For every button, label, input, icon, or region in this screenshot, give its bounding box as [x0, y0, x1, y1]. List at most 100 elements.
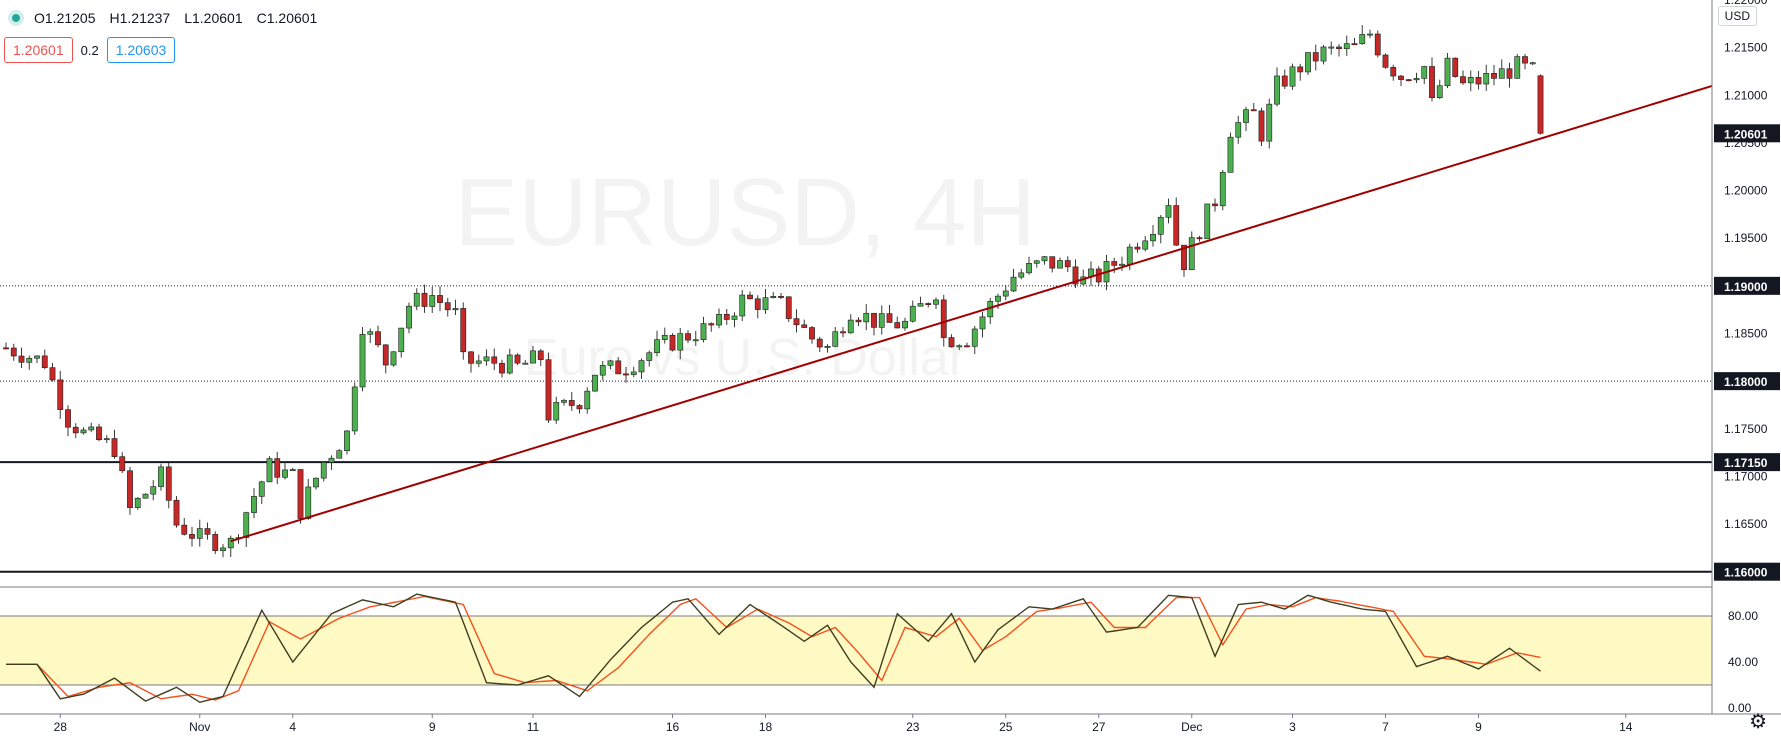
- candle-body[interactable]: [1212, 203, 1218, 207]
- candle-body[interactable]: [661, 334, 668, 340]
- candle-body[interactable]: [413, 292, 420, 307]
- candle-body[interactable]: [111, 438, 118, 457]
- candle-body[interactable]: [1041, 256, 1048, 262]
- sell-button[interactable]: 1.20601: [4, 37, 73, 63]
- candle-body[interactable]: [344, 430, 350, 451]
- candle-body[interactable]: [1529, 62, 1536, 65]
- candle-body[interactable]: [1367, 33, 1373, 36]
- candle-body[interactable]: [530, 350, 536, 364]
- candle-body[interactable]: [1289, 66, 1296, 87]
- candle-body[interactable]: [34, 355, 40, 359]
- candle-body[interactable]: [359, 333, 366, 388]
- candle-body[interactable]: [902, 320, 908, 329]
- candle-body[interactable]: [1374, 33, 1381, 56]
- candle-body[interactable]: [173, 500, 180, 526]
- candle-body[interactable]: [1173, 205, 1180, 246]
- candle-body[interactable]: [1033, 260, 1040, 264]
- candle-body[interactable]: [1467, 77, 1474, 84]
- candle-body[interactable]: [1413, 78, 1420, 81]
- candle-body[interactable]: [708, 323, 715, 326]
- candle-body[interactable]: [646, 352, 653, 361]
- candle-body[interactable]: [855, 319, 862, 323]
- candle-body[interactable]: [96, 426, 102, 441]
- candle-body[interactable]: [251, 496, 257, 513]
- candle-body[interactable]: [754, 298, 761, 310]
- candle-body[interactable]: [204, 528, 211, 535]
- candle-body[interactable]: [1266, 103, 1273, 142]
- candle-body[interactable]: [41, 355, 48, 368]
- candle-body[interactable]: [127, 470, 133, 508]
- candle-body[interactable]: [398, 327, 405, 353]
- candle-body[interactable]: [1142, 240, 1149, 250]
- candle-body[interactable]: [26, 357, 33, 363]
- candle-body[interactable]: [956, 345, 963, 348]
- candle-body[interactable]: [716, 313, 722, 326]
- candle-body[interactable]: [832, 331, 839, 347]
- candle-body[interactable]: [475, 360, 482, 364]
- candle-body[interactable]: [669, 334, 676, 351]
- candle-body[interactable]: [274, 458, 281, 478]
- candle-body[interactable]: [1181, 244, 1187, 271]
- candle-body[interactable]: [375, 331, 381, 346]
- candle-body[interactable]: [685, 333, 691, 341]
- candle-body[interactable]: [1235, 122, 1242, 138]
- candle-body[interactable]: [1227, 136, 1234, 173]
- candle-body[interactable]: [1157, 216, 1164, 235]
- candle-body[interactable]: [1382, 54, 1389, 68]
- candle-body[interactable]: [700, 323, 707, 340]
- candle-body[interactable]: [909, 305, 916, 322]
- candle-body[interactable]: [1390, 67, 1397, 77]
- candle-body[interactable]: [1336, 46, 1342, 50]
- candle-body[interactable]: [351, 386, 358, 432]
- candle-body[interactable]: [103, 438, 110, 441]
- candle-body[interactable]: [1398, 75, 1404, 80]
- candle-body[interactable]: [1196, 237, 1203, 240]
- candle-body[interactable]: [1250, 109, 1257, 112]
- candle-body[interactable]: [243, 512, 250, 538]
- candle-body[interactable]: [1514, 56, 1521, 79]
- candle-body[interactable]: [181, 524, 188, 535]
- candle-body[interactable]: [1258, 110, 1265, 142]
- candle-body[interactable]: [452, 308, 459, 311]
- candle-body[interactable]: [1126, 246, 1133, 265]
- candle-body[interactable]: [305, 486, 312, 519]
- candle-body[interactable]: [1026, 263, 1032, 274]
- candle-body[interactable]: [762, 297, 769, 310]
- candle-body[interactable]: [847, 319, 854, 334]
- candle-body[interactable]: [1204, 203, 1211, 240]
- candle-body[interactable]: [134, 497, 141, 508]
- candle-body[interactable]: [871, 312, 877, 328]
- candle-body[interactable]: [65, 409, 71, 428]
- candle-body[interactable]: [816, 338, 823, 348]
- candle-body[interactable]: [1351, 43, 1358, 46]
- candle-body[interactable]: [72, 426, 79, 434]
- candle-body[interactable]: [421, 292, 428, 307]
- candle-body[interactable]: [313, 477, 319, 488]
- candle-body[interactable]: [320, 462, 327, 479]
- candle-body[interactable]: [677, 333, 684, 351]
- candle-body[interactable]: [1064, 260, 1071, 268]
- candle-body[interactable]: [1111, 261, 1118, 266]
- candle-body[interactable]: [615, 360, 622, 375]
- candle-body[interactable]: [1274, 75, 1280, 105]
- candle-body[interactable]: [1498, 68, 1505, 79]
- candle-body[interactable]: [119, 456, 126, 472]
- candle-body[interactable]: [1429, 66, 1435, 98]
- candle-body[interactable]: [1150, 234, 1156, 242]
- candle-body[interactable]: [731, 315, 738, 320]
- candle-body[interactable]: [1219, 172, 1226, 207]
- candle-body[interactable]: [553, 402, 560, 421]
- candle-body[interactable]: [638, 360, 645, 373]
- candle-body[interactable]: [925, 303, 932, 305]
- candle-body[interactable]: [979, 316, 986, 330]
- candle-body[interactable]: [437, 295, 443, 303]
- candle-body[interactable]: [367, 331, 374, 335]
- candle-body[interactable]: [1072, 266, 1079, 285]
- candle-body[interactable]: [1483, 73, 1490, 85]
- candle-body[interactable]: [778, 296, 784, 298]
- candle-body[interactable]: [266, 458, 273, 483]
- candle-body[interactable]: [1405, 79, 1412, 82]
- gear-icon[interactable]: ⚙: [1749, 711, 1767, 733]
- candle-body[interactable]: [514, 354, 521, 364]
- candle-body[interactable]: [196, 528, 203, 539]
